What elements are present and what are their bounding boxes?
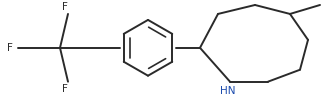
Text: F: F (7, 43, 13, 53)
Text: F: F (62, 84, 68, 94)
Text: F: F (62, 2, 68, 12)
Text: HN: HN (220, 86, 236, 96)
